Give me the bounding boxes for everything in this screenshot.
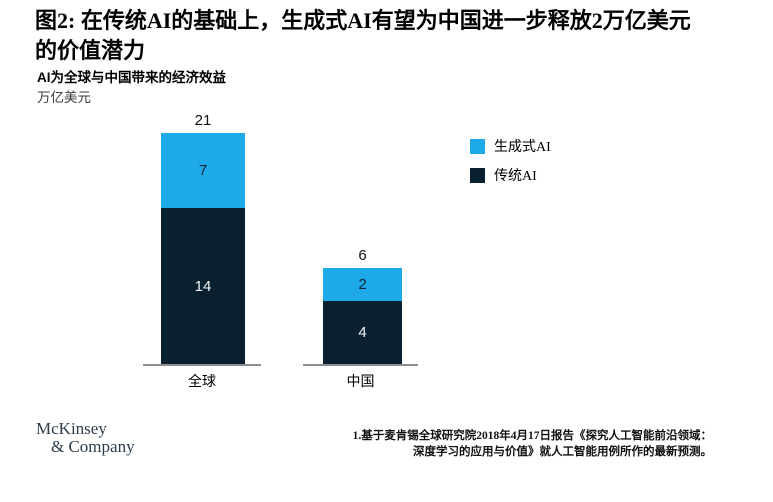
axis-line-global (143, 364, 261, 366)
legend-label-traditional: 传统AI (494, 169, 537, 184)
legend-item-generative: 生成式AI (470, 136, 551, 156)
footnote-line1: 1.基于麦肯锡全球研究院2018年4月17日报告《探究人工智能前沿领域： (352, 430, 712, 442)
bar-global: 7 14 (161, 133, 245, 364)
legend-label-generative: 生成式AI (494, 140, 551, 155)
category-label-china: 中国 (346, 375, 375, 390)
total-label-global: 21 (194, 112, 212, 129)
legend-swatch-traditional-icon (470, 167, 485, 183)
logo-line2: & Company (51, 437, 135, 456)
bar-china: 2 4 (323, 268, 402, 364)
chart-unit-label: 万亿美元 (37, 90, 91, 105)
segment-value-generative-china: 2 (358, 276, 367, 293)
legend-item-traditional: 传统AI (470, 165, 551, 185)
segment-traditional-global: 14 (161, 208, 245, 364)
segment-generative-global: 7 (161, 133, 245, 208)
figure-title: 图2: 在传统AI的基础上，生成式AI有望为中国进一步释放2万亿美元的价值潜力 (35, 8, 691, 63)
axis-line-china (303, 364, 418, 366)
segment-value-traditional-china: 4 (358, 324, 367, 341)
logo-line1: McKinsey (36, 419, 107, 438)
segment-traditional-china: 4 (323, 301, 402, 364)
segment-generative-china: 2 (323, 268, 402, 301)
chart-legend: 生成式AI 传统AI (470, 136, 551, 194)
mckinsey-logo: McKinsey & Company (36, 420, 135, 456)
footnote-line2: 深度学习的应用与价值》就人工智能用例所作的最新预测。 (413, 446, 712, 458)
total-label-china: 6 (358, 247, 367, 264)
footnote: 1.基于麦肯锡全球研究院2018年4月17日报告《探究人工智能前沿领域： 深度学… (242, 428, 712, 460)
category-label-global: 全球 (188, 375, 216, 390)
segment-value-generative-global: 7 (198, 162, 208, 179)
legend-swatch-generative-icon (470, 138, 485, 154)
segment-value-traditional-global: 14 (194, 277, 212, 295)
chart-subtitle: AI为全球与中国带来的经济效益 (37, 70, 226, 85)
